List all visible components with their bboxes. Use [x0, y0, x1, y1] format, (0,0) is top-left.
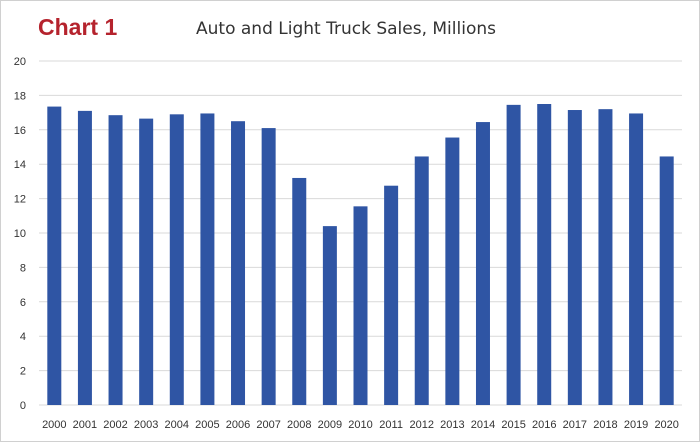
x-tick-label: 2018 [593, 419, 617, 431]
bar-2019 [629, 113, 644, 406]
bar-2013 [445, 137, 460, 406]
x-tick-label: 2006 [226, 419, 250, 431]
y-tick-label: 4 [20, 331, 26, 343]
bar-2017 [567, 110, 582, 406]
x-tick-label: 2002 [103, 419, 127, 431]
bar-2001 [77, 110, 92, 405]
x-tick-label: 2019 [624, 419, 648, 431]
bar-2000 [47, 106, 62, 405]
x-axis-ticks: 2000 2001 2002 2003 2004 2005 2006 2007 2008 2009… [42, 419, 679, 431]
y-tick-label: 20 [14, 56, 26, 68]
bar-2018 [598, 109, 613, 405]
y-tick-label: 16 [14, 125, 26, 137]
bar-2020 [659, 156, 674, 405]
x-tick-label: 2017 [563, 419, 587, 431]
x-tick-label: 2016 [532, 419, 556, 431]
x-tick-label: 2001 [73, 419, 97, 431]
x-tick-label: 2003 [134, 419, 158, 431]
bar-2009 [322, 226, 337, 405]
y-tick-label: 6 [20, 297, 26, 309]
x-tick-label: 2015 [501, 419, 525, 431]
y-tick-label: 12 [14, 194, 26, 206]
bar-2008 [292, 177, 307, 405]
x-tick-label: 2014 [471, 419, 495, 431]
y-tick-label: 14 [14, 159, 26, 171]
x-tick-label: 2000 [42, 419, 66, 431]
y-tick-label: 18 [14, 90, 26, 102]
x-tick-label: 2010 [348, 419, 372, 431]
x-tick-label: 2013 [440, 419, 464, 431]
x-tick-label: 2008 [287, 419, 311, 431]
bar-2011 [384, 185, 399, 405]
bars [47, 104, 674, 406]
bar-2010 [353, 206, 368, 405]
chart-label: Chart 1 [38, 14, 118, 40]
chart-title: Auto and Light Truck Sales, Millions [196, 19, 496, 39]
y-axis-ticks: 0 2 4 6 8 10 12 14 16 18 20 [14, 56, 26, 412]
bar-2005 [200, 113, 215, 406]
x-tick-label: 2004 [165, 419, 189, 431]
x-tick-label: 2020 [654, 419, 678, 431]
bar-2004 [169, 114, 184, 405]
x-tick-label: 2009 [318, 419, 342, 431]
bar-2006 [231, 121, 246, 405]
x-tick-label: 2005 [195, 419, 219, 431]
y-tick-label: 8 [20, 262, 26, 274]
bar-2012 [414, 156, 429, 405]
x-tick-label: 2007 [256, 419, 280, 431]
bar-2003 [139, 118, 154, 406]
bar-2016 [537, 104, 552, 405]
x-tick-label: 2012 [409, 419, 433, 431]
bar-2007 [261, 128, 276, 405]
bar-2015 [506, 104, 521, 406]
bar-2014 [475, 122, 490, 405]
bar-2002 [108, 115, 123, 406]
x-tick-label: 2011 [379, 419, 403, 431]
y-tick-label: 0 [20, 400, 26, 412]
y-tick-label: 10 [14, 228, 26, 240]
y-tick-label: 2 [20, 366, 26, 378]
